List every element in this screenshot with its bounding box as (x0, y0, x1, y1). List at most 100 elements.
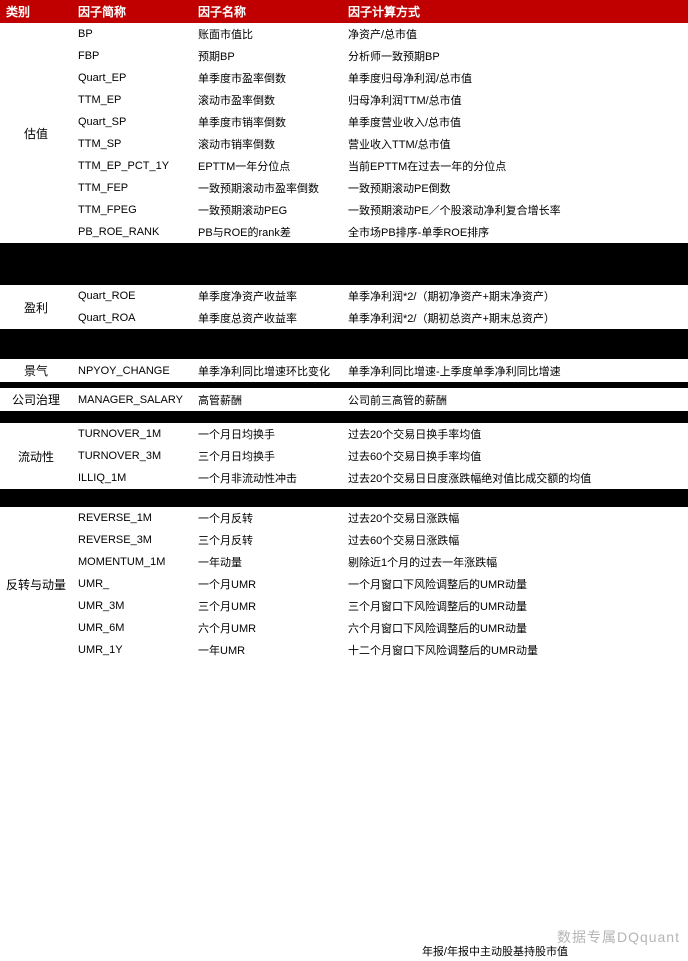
name-cell: 一个月非流动性冲击 (192, 467, 342, 489)
abbr-cell: NPYOY_CHANGE (72, 359, 192, 382)
abbr-cell: BP (72, 23, 192, 45)
abbr-cell: PB_ROE_RANK (72, 221, 192, 243)
name-cell: 滚动市销率倒数 (192, 133, 342, 155)
header-calc: 因子计算方式 (342, 0, 688, 23)
table-row: TTM_FPEG一致预期滚动PEG一致预期滚动PE／个股滚动净利复合增长率 (0, 199, 688, 221)
abbr-cell: MOMENTUM_1M (72, 551, 192, 573)
abbr-cell: ILLIQ_1M (72, 467, 192, 489)
name-cell: 账面市值比 (192, 23, 342, 45)
category-cell: 流动性 (0, 423, 72, 489)
name-cell: 一个月UMR (192, 573, 342, 595)
category-cell (0, 243, 72, 285)
table-row: TURNOVER_3M三个月日均换手过去60个交易日换手率均值 (0, 445, 688, 467)
calc-cell: 一致预期滚动PE倒数 (342, 177, 688, 199)
name-cell: EPTTM一年分位点 (192, 155, 342, 177)
calc-cell: 全市场PB排序-单季ROE排序 (342, 221, 688, 243)
calc-cell: 单季度归母净利润/总市值 (342, 67, 688, 89)
table-row: REVERSE_3M三个月反转过去60个交易日涨跌幅 (0, 529, 688, 551)
name-cell: 高管薪酬 (192, 388, 342, 411)
table-row: TTM_SP滚动市销率倒数营业收入TTM/总市值 (0, 133, 688, 155)
calc-cell: 十二个月窗口下风险调整后的UMR动量 (342, 639, 688, 661)
name-cell: 三个月反转 (192, 529, 342, 551)
factor-table: 类别 因子简称 因子名称 因子计算方式 估值BP账面市值比净资产/总市值FBP预… (0, 0, 688, 661)
table-row: Quart_SP单季度市销率倒数单季度营业收入/总市值 (0, 111, 688, 133)
abbr-cell: REVERSE_3M (72, 529, 192, 551)
calc-cell: 三个月窗口下风险调整后的UMR动量 (342, 595, 688, 617)
abbr-cell: TURNOVER_1M (72, 423, 192, 445)
calc-cell: 剔除近1个月的过去一年涨跌幅 (342, 551, 688, 573)
name-cell: 一致预期滚动市盈率倒数 (192, 177, 342, 199)
table-row: MOMENTUM_1M一年动量剔除近1个月的过去一年涨跌幅 (0, 551, 688, 573)
abbr-cell: UMR_6M (72, 617, 192, 639)
abbr-cell: TURNOVER_3M (72, 445, 192, 467)
category-cell: 景气 (0, 359, 72, 382)
calc-cell: 单季净利润*2/（期初净资产+期末净资产） (342, 285, 688, 307)
header-abbr: 因子简称 (72, 0, 192, 23)
calc-cell: 单季净利同比增速-上季度单季净利同比增速 (342, 359, 688, 382)
name-cell: 三个月UMR (192, 595, 342, 617)
name-cell: 一致预期滚动PEG (192, 199, 342, 221)
category-cell (0, 329, 72, 359)
calc-cell: 过去20个交易日涨跌幅 (342, 507, 688, 529)
header-name: 因子名称 (192, 0, 342, 23)
table-row: 反转与动量REVERSE_1M一个月反转过去20个交易日涨跌幅 (0, 507, 688, 529)
table-row: PB_ROE_RANKPB与ROE的rank差全市场PB排序-单季ROE排序 (0, 221, 688, 243)
abbr-cell: TTM_FEP (72, 177, 192, 199)
name-cell: 单季净利同比增速环比变化 (192, 359, 342, 382)
table-row: Quart_EP单季度市盈率倒数单季度归母净利润/总市值 (0, 67, 688, 89)
header-category: 类别 (0, 0, 72, 23)
abbr-cell: Quart_ROA (72, 307, 192, 329)
footnote-text: 年报/年报中主动股基持股市值 (422, 943, 568, 959)
table-row: 盈利Quart_ROE单季度净资产收益率单季净利润*2/（期初净资产+期末净资产… (0, 285, 688, 307)
calc-cell: 单季净利润*2/（期初总资产+期末总资产） (342, 307, 688, 329)
name-cell: 单季度市盈率倒数 (192, 67, 342, 89)
table-row: UMR_一个月UMR一个月窗口下风险调整后的UMR动量 (0, 573, 688, 595)
calc-cell: 营业收入TTM/总市值 (342, 133, 688, 155)
table-row: FBP预期BP分析师一致预期BP (0, 45, 688, 67)
name-cell: 单季度净资产收益率 (192, 285, 342, 307)
abbr-cell: FBP (72, 45, 192, 67)
calc-cell: 过去20个交易日换手率均值 (342, 423, 688, 445)
calc-cell: 一个月窗口下风险调整后的UMR动量 (342, 573, 688, 595)
name-cell: 六个月UMR (192, 617, 342, 639)
category-cell: 反转与动量 (0, 507, 72, 661)
calc-cell: 过去20个交易日日度涨跌幅绝对值比成交额的均值 (342, 467, 688, 489)
table-body: 估值BP账面市值比净资产/总市值FBP预期BP分析师一致预期BPQuart_EP… (0, 23, 688, 661)
abbr-cell: UMR_1Y (72, 639, 192, 661)
calc-cell: 公司前三高管的薪酬 (342, 388, 688, 411)
abbr-cell: Quart_EP (72, 67, 192, 89)
abbr-cell: Quart_SP (72, 111, 192, 133)
table-row: UMR_1Y一年UMR十二个月窗口下风险调整后的UMR动量 (0, 639, 688, 661)
abbr-cell: TTM_EP (72, 89, 192, 111)
table-row: Quart_ROA单季度总资产收益率单季净利润*2/（期初总资产+期末总资产） (0, 307, 688, 329)
table-row: UMR_3M三个月UMR三个月窗口下风险调整后的UMR动量 (0, 595, 688, 617)
abbr-cell: TTM_SP (72, 133, 192, 155)
category-cell: 公司治理 (0, 388, 72, 411)
table-row: 景气NPYOY_CHANGE单季净利同比增速环比变化单季净利同比增速-上季度单季… (0, 359, 688, 382)
name-cell: 一个月反转 (192, 507, 342, 529)
table-row: 估值BP账面市值比净资产/总市值 (0, 23, 688, 45)
category-cell: 估值 (0, 23, 72, 243)
name-cell: PB与ROE的rank差 (192, 221, 342, 243)
abbr-cell: TTM_EP_PCT_1Y (72, 155, 192, 177)
calc-cell: 净资产/总市值 (342, 23, 688, 45)
name-cell: 预期BP (192, 45, 342, 67)
name-cell: 一年UMR (192, 639, 342, 661)
table-row: TTM_EP_PCT_1YEPTTM一年分位点当前EPTTM在过去一年的分位点 (0, 155, 688, 177)
calc-cell: 当前EPTTM在过去一年的分位点 (342, 155, 688, 177)
name-cell: 单季度总资产收益率 (192, 307, 342, 329)
abbr-cell: UMR_ (72, 573, 192, 595)
name-cell: 一个月日均换手 (192, 423, 342, 445)
calc-cell: 六个月窗口下风险调整后的UMR动量 (342, 617, 688, 639)
calc-cell: 归母净利润TTM/总市值 (342, 89, 688, 111)
abbr-cell: TTM_FPEG (72, 199, 192, 221)
name-cell: 单季度市销率倒数 (192, 111, 342, 133)
header-row: 类别 因子简称 因子名称 因子计算方式 (0, 0, 688, 23)
abbr-cell: REVERSE_1M (72, 507, 192, 529)
category-cell: 盈利 (0, 285, 72, 329)
abbr-cell: Quart_ROE (72, 285, 192, 307)
table-row: TTM_EP滚动市盈率倒数归母净利润TTM/总市值 (0, 89, 688, 111)
calc-cell: 单季度营业收入/总市值 (342, 111, 688, 133)
table-row: 流动性TURNOVER_1M一个月日均换手过去20个交易日换手率均值 (0, 423, 688, 445)
table-row: ILLIQ_1M一个月非流动性冲击过去20个交易日日度涨跌幅绝对值比成交额的均值 (0, 467, 688, 489)
